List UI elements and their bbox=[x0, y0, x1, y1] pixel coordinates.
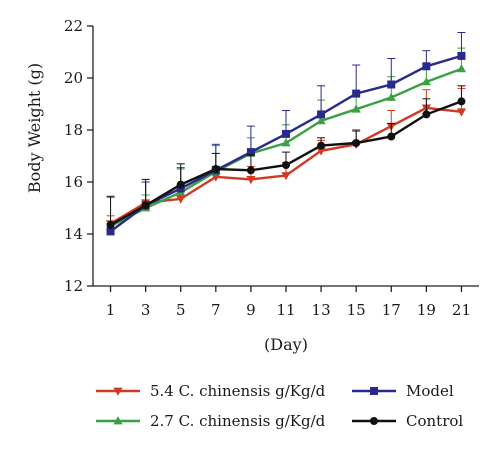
data-point bbox=[317, 110, 326, 119]
legend-label: Model bbox=[406, 382, 454, 400]
data-point bbox=[386, 92, 396, 101]
y-axis-title: Body Weight (g) bbox=[25, 63, 44, 193]
data-point bbox=[281, 172, 291, 181]
series-3 bbox=[106, 85, 466, 229]
data-point bbox=[176, 180, 185, 189]
y-tick-label: 14 bbox=[64, 225, 83, 243]
data-point bbox=[457, 51, 466, 60]
data-point bbox=[281, 138, 291, 147]
data-point bbox=[422, 110, 431, 119]
y-tick-label: 18 bbox=[64, 121, 83, 139]
data-point bbox=[352, 89, 361, 98]
data-point bbox=[282, 161, 290, 170]
data-point bbox=[211, 165, 220, 173]
x-tick-label: 9 bbox=[246, 301, 256, 319]
x-axis-title: (Day) bbox=[264, 335, 308, 354]
legend-label: 2.7 C. chinensis g/Kg/d bbox=[150, 412, 326, 430]
x-tick-label: 19 bbox=[417, 301, 436, 319]
x-tick-label: 17 bbox=[382, 301, 401, 319]
x-tick-label: 13 bbox=[312, 301, 331, 319]
data-point bbox=[317, 141, 326, 150]
legend-marker bbox=[113, 387, 123, 396]
legend-item-2: Model bbox=[352, 382, 454, 400]
x-tick-label: 5 bbox=[176, 301, 186, 319]
data-point bbox=[421, 77, 431, 86]
data-point bbox=[106, 220, 115, 229]
series-0 bbox=[105, 87, 467, 229]
data-point bbox=[176, 195, 186, 204]
x-tick-label: 21 bbox=[452, 301, 471, 319]
legend-marker bbox=[113, 416, 123, 425]
data-point bbox=[351, 104, 361, 113]
data-point bbox=[456, 64, 467, 73]
data-point bbox=[246, 166, 255, 175]
y-tick-label: 16 bbox=[64, 173, 83, 191]
x-tick-label: 15 bbox=[347, 301, 366, 319]
series-line bbox=[109, 67, 462, 228]
series-layer bbox=[105, 32, 467, 236]
legend-marker bbox=[370, 387, 378, 395]
legend-item-0: 5.4 C. chinensis g/Kg/d bbox=[96, 382, 326, 400]
y-tick-label: 22 bbox=[64, 17, 83, 35]
data-point bbox=[422, 62, 431, 71]
x-tick-label: 3 bbox=[141, 301, 151, 319]
data-point bbox=[456, 108, 467, 117]
data-point bbox=[211, 173, 221, 182]
data-point bbox=[316, 116, 326, 125]
data-point bbox=[282, 129, 290, 138]
y-tick-label: 20 bbox=[64, 69, 83, 87]
data-point bbox=[246, 176, 256, 185]
data-point bbox=[141, 201, 150, 210]
data-point bbox=[106, 227, 115, 236]
x-tick-label: 7 bbox=[211, 301, 221, 319]
legend-item-1: 2.7 C. chinensis g/Kg/d bbox=[96, 412, 326, 430]
legend-label: 5.4 C. chinensis g/Kg/d bbox=[150, 382, 326, 400]
legend-marker bbox=[370, 417, 378, 425]
legend-item-3: Control bbox=[352, 412, 463, 430]
legend: 5.4 C. chinensis g/Kg/d 2.7 C. chinensis … bbox=[96, 382, 463, 430]
data-point bbox=[387, 132, 396, 141]
x-tick-label: 1 bbox=[106, 301, 116, 319]
series-1 bbox=[105, 47, 467, 230]
data-point bbox=[316, 147, 326, 156]
x-tick-label: 11 bbox=[276, 301, 295, 319]
data-point bbox=[457, 97, 466, 106]
data-point bbox=[352, 139, 361, 147]
series-2 bbox=[106, 32, 466, 236]
data-point bbox=[246, 148, 255, 157]
y-tick-label: 12 bbox=[64, 277, 83, 295]
legend-label: Control bbox=[406, 412, 463, 430]
data-point bbox=[387, 80, 396, 89]
